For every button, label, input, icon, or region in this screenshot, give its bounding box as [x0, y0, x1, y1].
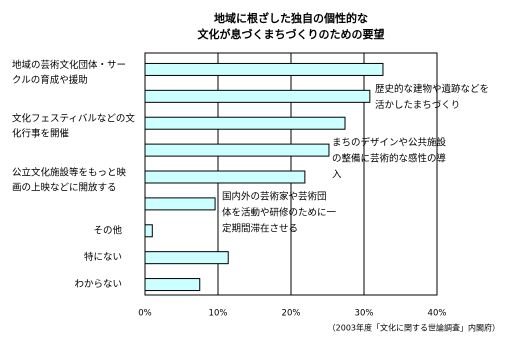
category-label: 入: [332, 170, 342, 181]
category-label: 文化フェスティバルなどの文: [12, 113, 135, 125]
x-tick-label: 0%: [138, 309, 152, 319]
x-tick-label: 40%: [428, 309, 447, 319]
x-tick-label: 20%: [282, 309, 301, 319]
chart-title: 地域に根ざした独自の個性的な: [214, 11, 368, 25]
bar: [144, 197, 216, 211]
category-label: 公立文化施設等をもっと映: [12, 167, 127, 179]
bar: [144, 224, 153, 238]
x-tick-label: 30%: [355, 309, 374, 319]
bar: [144, 143, 330, 157]
chart-title: 文化が息づくまちづくりのための要望: [198, 27, 385, 41]
x-tick-label: 10%: [209, 309, 228, 319]
category-label: 画の上映などに開放する: [12, 182, 117, 194]
category-label: 国内外の芸術家や芸術団: [222, 190, 327, 202]
bar: [144, 62, 384, 76]
category-label: 特にない: [84, 251, 122, 263]
category-label: クルの育成や援助: [12, 74, 88, 86]
category-label: 地域の芸術文化団体・サー: [12, 59, 126, 71]
bar: [144, 170, 306, 184]
category-label: 活かしたまちづくり: [375, 99, 460, 111]
bar: [144, 278, 201, 292]
category-label: 体を活動や研修のために一: [222, 206, 337, 218]
source-note: （2003年度「文化に関する世論調査」内閣府）: [328, 323, 500, 333]
category-label: の整備に芸術的な感性の導: [332, 153, 447, 165]
category-label: まちのデザインや公共施設: [332, 137, 447, 149]
category-label: 化行事を開催: [12, 128, 70, 140]
bar: [144, 251, 229, 265]
category-label: 歴史的な建物や遺跡などを: [375, 83, 489, 95]
bar: [144, 89, 371, 103]
category-label: その他: [93, 224, 122, 236]
bar: [144, 116, 346, 130]
category-label: 定期間滞在させる: [222, 222, 298, 234]
category-label: わからない: [74, 279, 122, 290]
